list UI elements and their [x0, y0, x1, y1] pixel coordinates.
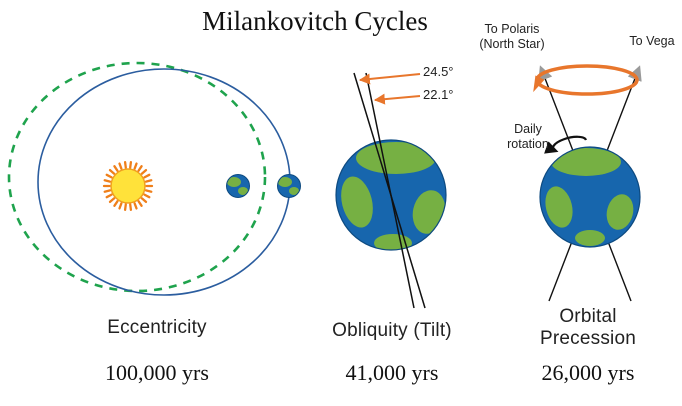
earth-small-inner-outline [277, 174, 301, 198]
sun-ray [103, 189, 112, 193]
sun [110, 168, 146, 204]
continent-blob [289, 187, 299, 195]
orbit-circular-ellipse [37, 68, 291, 296]
sun-ray [108, 168, 116, 175]
eccentricity-panel [7, 61, 301, 296]
diagram-title: Milankovitch Cycles [202, 6, 428, 36]
angle-arrow-max [358, 73, 421, 85]
sun-ray [123, 161, 127, 169]
obliquity-period: 41,000 yrs [345, 360, 439, 385]
sun-ray [105, 173, 113, 179]
continent-blob [227, 177, 241, 187]
vega-label: To Vega [629, 34, 675, 48]
sun-ray [133, 202, 138, 210]
sun-ray [140, 197, 148, 204]
sun-ray [133, 162, 138, 170]
sun-ray [129, 161, 133, 169]
continent-blob [238, 187, 248, 195]
angle-arrow-min [373, 93, 421, 105]
precession-circle [535, 64, 639, 96]
continent-blob [374, 234, 412, 250]
sun-ray [103, 179, 112, 183]
sun-ray [118, 162, 123, 170]
eccentricity-period: 100,000 yrs [105, 360, 209, 385]
obliquity-globe [335, 139, 447, 251]
sun-ray [144, 179, 153, 183]
sun-ray [108, 197, 116, 204]
obliquity-globe-continents [341, 142, 446, 250]
precession-globe-outline [539, 146, 641, 248]
precession-panel [533, 64, 642, 302]
precession-globe [539, 146, 641, 248]
sun-ray [143, 193, 151, 199]
sun-ray [140, 168, 148, 175]
daily-rotation-label: Daily rotation [507, 122, 549, 151]
sun-ray [105, 193, 113, 199]
obliquity-panel [335, 72, 447, 309]
continent-blob [551, 148, 621, 176]
continent-blob [278, 177, 292, 187]
angle-label-max: 24.5° [423, 64, 454, 79]
eccentricity-label: Eccentricity [107, 317, 207, 338]
continent-blob [575, 230, 605, 246]
continent-blob [545, 186, 573, 228]
sun-ray [118, 202, 123, 210]
precession-label: Orbital Precession [540, 306, 636, 349]
angle-label-min: 22.1° [423, 87, 454, 102]
precession-arrowhead-icon [533, 75, 545, 93]
sun-ray [113, 200, 119, 207]
polaris-label: To Polaris (North Star) [479, 22, 545, 51]
continent-blob [606, 194, 634, 230]
sun-ray [137, 165, 143, 172]
obliquity-label: Obliquity (Tilt) [332, 320, 452, 341]
continent-blob [356, 142, 436, 174]
sun-ray [143, 173, 151, 179]
earth-small-outer-outline [226, 174, 250, 198]
earth-small-inner-continents [278, 177, 299, 195]
sun-ray [113, 165, 119, 172]
precession-period: 26,000 yrs [541, 360, 635, 385]
earth-small-inner [277, 174, 301, 198]
earth-small-outer [226, 174, 250, 198]
sun-rays [102, 161, 154, 211]
precession-globe-continents [545, 148, 634, 246]
daily-rotation-arrow [544, 135, 588, 154]
continent-blob [412, 190, 446, 234]
continent-blob [341, 176, 373, 228]
obliquity-globe-outline [335, 139, 447, 251]
sun-ray [129, 203, 133, 211]
sun-ray [144, 189, 153, 193]
sun-ray [137, 200, 143, 207]
sun-ray [123, 203, 127, 211]
orbit-eccentric-ellipse [7, 61, 267, 293]
earth-small-outer-continents [227, 177, 248, 195]
axis-line-min-tilt [365, 72, 415, 309]
